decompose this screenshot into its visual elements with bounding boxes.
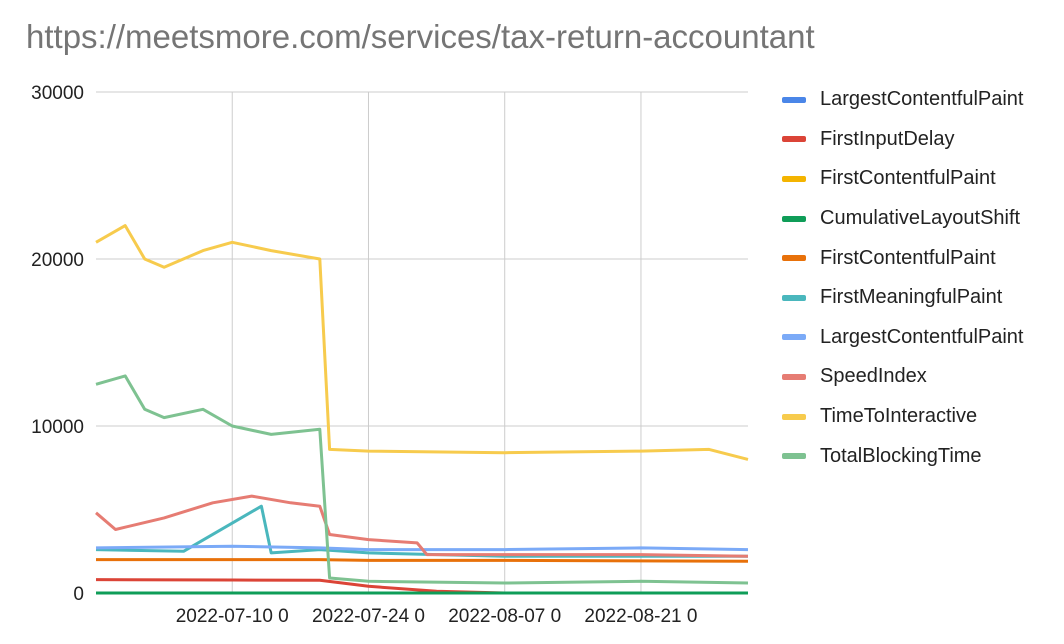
legend-swatch <box>782 294 806 301</box>
legend-swatch <box>782 96 806 103</box>
y-tick-label: 30000 <box>31 83 84 104</box>
legend-label: TotalBlockingTime <box>820 444 982 467</box>
legend-swatch <box>782 373 806 380</box>
series-line <box>95 544 749 552</box>
legend-item: LargestContentfulPaint <box>782 318 1023 358</box>
legend-label: TimeToInteractive <box>820 405 978 428</box>
legend-label: FirstMeaningfulPaint <box>820 286 1003 309</box>
legend-item: FirstMeaningfulPaint <box>782 278 1023 318</box>
y-tick-label: 20000 <box>31 250 84 271</box>
legend-swatch <box>782 255 806 262</box>
legend-item: TimeToInteractive <box>782 397 1023 437</box>
y-tick-label: 0 <box>73 584 84 605</box>
y-tick-label: 10000 <box>31 417 84 438</box>
chart-title: https://meetsmore.com/services/tax-retur… <box>26 18 815 55</box>
x-tick-label: 2022-07-10 0 <box>176 606 289 627</box>
x-tick-label: 2022-07-24 0 <box>312 606 425 627</box>
legend-item: FirstContentfulPaint <box>782 159 1023 199</box>
legend-swatch <box>782 175 806 182</box>
legend-item: FirstContentfulPaint <box>782 238 1023 278</box>
series-line <box>95 374 749 585</box>
legend-label: FirstContentfulPaint <box>820 246 996 269</box>
legend-label: LargestContentfulPaint <box>820 325 1024 348</box>
legend-item: LargestContentfulPaint <box>782 80 1023 120</box>
legend-label: CumulativeLayoutShift <box>820 207 1021 230</box>
legend-item: FirstInputDelay <box>782 120 1023 160</box>
chart-legend: LargestContentfulPaint FirstInputDelay Fir… <box>782 80 1023 476</box>
legend-item: CumulativeLayoutShift <box>782 199 1023 239</box>
legend-swatch <box>782 453 806 460</box>
series-line <box>96 558 749 563</box>
legend-swatch <box>782 334 806 341</box>
legend-label: FirstInputDelay <box>820 127 955 150</box>
series-line <box>95 224 749 461</box>
legend-swatch <box>782 136 806 143</box>
x-tick-label: 2022-08-21 0 <box>584 606 697 627</box>
legend-item: SpeedIndex <box>782 357 1023 397</box>
x-tick-label: 2022-08-07 0 <box>448 606 561 627</box>
legend-swatch <box>782 215 806 222</box>
legend-label: FirstContentfulPaint <box>820 167 996 190</box>
legend-item: TotalBlockingTime <box>782 436 1023 476</box>
legend-label: LargestContentfulPaint <box>820 88 1024 111</box>
legend-swatch <box>782 413 806 420</box>
legend-label: SpeedIndex <box>820 365 927 388</box>
